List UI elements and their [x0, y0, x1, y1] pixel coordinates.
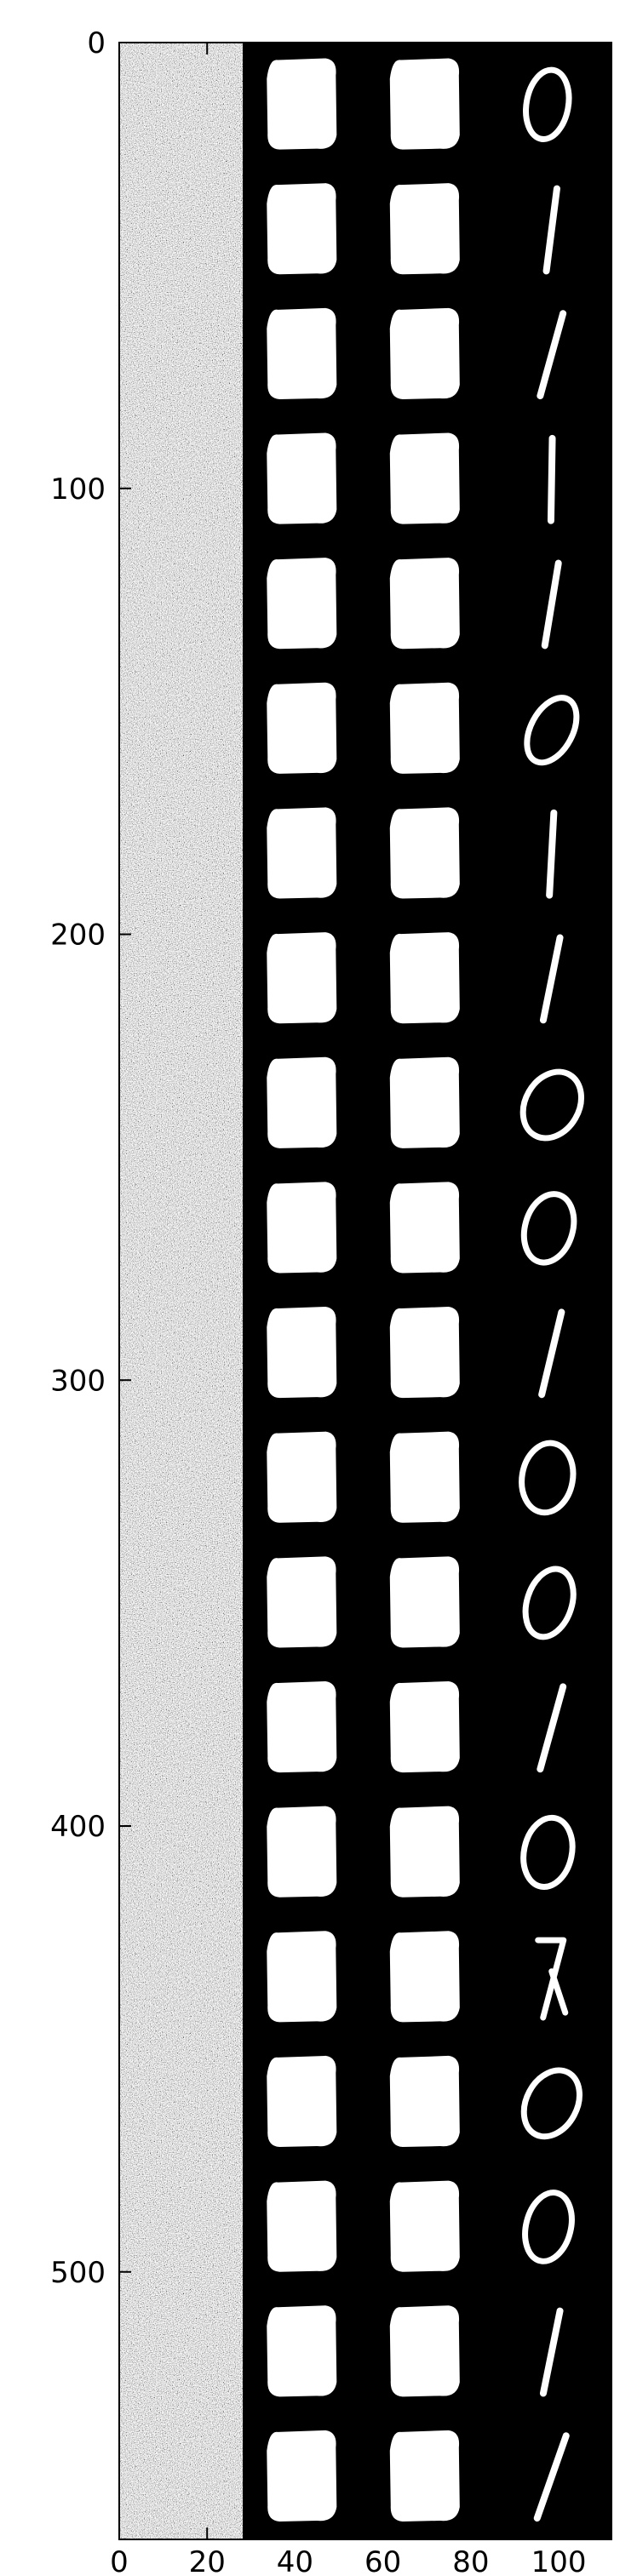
blob-col1-row7: [267, 932, 337, 1024]
digit-1: [541, 559, 562, 650]
digit-0: [519, 1068, 584, 1142]
y-tick-label: 400: [50, 1810, 106, 1844]
x-tick-label: 40: [277, 2545, 313, 2576]
blob-col2-row13: [389, 1680, 460, 1773]
blob-col2-row17: [389, 2180, 460, 2272]
digit-1: [533, 2432, 570, 2522]
y-axis: 0 100 200 300 400 500: [50, 26, 611, 2290]
digit-1: [539, 2307, 564, 2397]
x-tick-label: 100: [531, 2545, 587, 2576]
blob-col2-row18: [389, 2305, 460, 2397]
digit-0: [520, 1191, 577, 1266]
blob-col2-row3: [389, 432, 460, 524]
blob-col1-row16: [267, 2055, 337, 2148]
blob-col2-row9: [389, 1182, 460, 1274]
digit-1: [546, 809, 558, 899]
blob-col1-row2: [267, 307, 337, 399]
x-axis: 0 20 40 60 80 100: [110, 43, 587, 2576]
y-tick-label: 0: [87, 26, 106, 60]
blob-col2-row19: [389, 2430, 460, 2522]
blob-col2-row0: [389, 58, 460, 150]
blob-col1-row18: [267, 2305, 337, 2397]
blob-col2-row5: [389, 682, 460, 774]
blob-col1-row9: [267, 1182, 337, 1274]
noise-column: [119, 43, 243, 2539]
blob-col2-row11: [389, 1431, 460, 1523]
digit-1: [538, 1308, 565, 1399]
x-tick-label: 0: [110, 2545, 129, 2576]
digit-1: [547, 434, 556, 524]
axes-frame: [118, 42, 612, 2540]
digit-0: [522, 2190, 575, 2264]
blob-col1-row15: [267, 1931, 337, 2023]
digit-0: [524, 695, 580, 766]
blob-col1-row17: [267, 2180, 337, 2272]
digit-1: [542, 185, 560, 275]
blob-col1-row1: [267, 183, 337, 275]
blob-col1-row12: [267, 1556, 337, 1648]
blob-col2-row4: [389, 558, 460, 650]
digit-1: [537, 310, 567, 400]
blob-col2-row10: [389, 1307, 460, 1399]
blob-col1-row14: [267, 1806, 337, 1898]
digit-1: [539, 934, 564, 1024]
y-tick-label: 500: [50, 2256, 106, 2290]
x-tick-label: 20: [189, 2545, 226, 2576]
digit-0: [520, 2067, 582, 2140]
x-tick-label: 80: [452, 2545, 489, 2576]
blob-col2-row1: [389, 183, 460, 275]
blob-col1-row4: [267, 558, 337, 650]
blob-col1-row11: [267, 1431, 337, 1523]
blob-col1-row5: [267, 682, 337, 774]
blob-col1-row19: [267, 2430, 337, 2522]
blob-col2-row2: [389, 307, 460, 399]
digit-0: [522, 1566, 577, 1640]
digit-1: [537, 1683, 567, 1773]
blob-col2-row12: [389, 1556, 460, 1648]
y-tick-label: 100: [50, 472, 106, 507]
y-tick-label: 300: [50, 1364, 106, 1398]
blob-col2-row16: [389, 2055, 460, 2148]
blob-col1-row0: [267, 58, 337, 150]
blob-col1-row3: [267, 432, 337, 524]
blob-col2-row6: [389, 807, 460, 899]
blob-col1-row13: [267, 1680, 337, 1773]
digit-7: [535, 1937, 569, 2021]
digit-0: [519, 1440, 577, 1516]
digit-0: [523, 66, 572, 142]
blob-col1-row8: [267, 1056, 337, 1148]
blob-col2-row14: [389, 1806, 460, 1898]
chart-marks: [267, 58, 584, 2522]
blob-col2-row7: [389, 932, 460, 1024]
y-tick-label: 200: [50, 919, 106, 953]
blob-col2-row8: [389, 1056, 460, 1148]
blob-col1-row6: [267, 807, 337, 899]
x-tick-label: 60: [364, 2545, 401, 2576]
blob-col2-row15: [389, 1931, 460, 2023]
digit-0: [520, 1814, 576, 1891]
blob-col1-row10: [267, 1307, 337, 1399]
